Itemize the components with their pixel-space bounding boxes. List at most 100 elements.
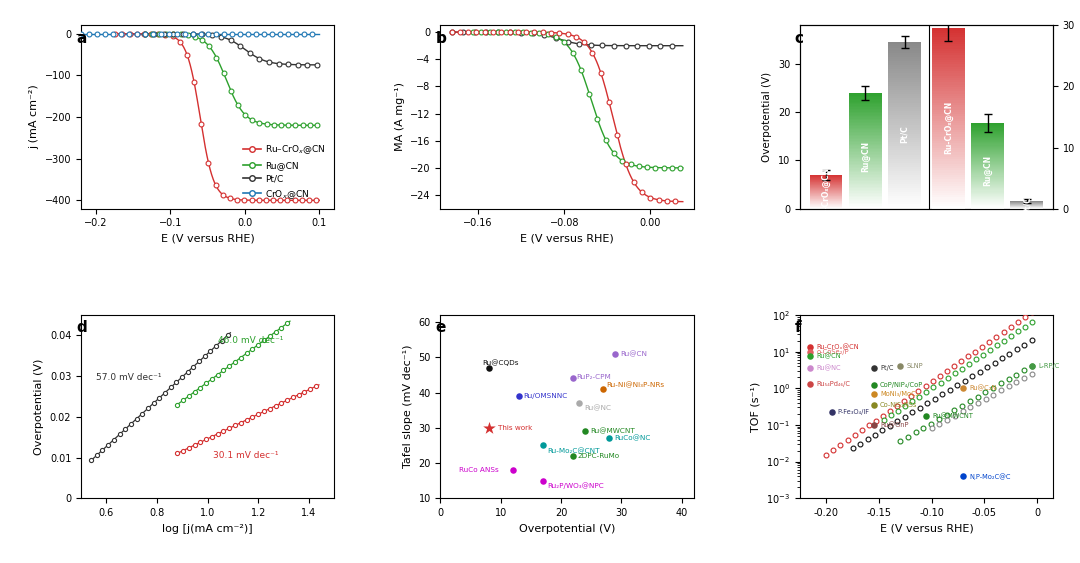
Bar [849, 109, 881, 110]
Bar [849, 124, 881, 126]
Bar [888, 123, 921, 126]
Bar [888, 132, 921, 134]
Bar [849, 145, 881, 146]
Bar [932, 57, 964, 60]
Bar [971, 141, 1004, 142]
Text: Ru@MWCNT: Ru@MWCNT [933, 412, 974, 419]
Bar [971, 164, 1004, 165]
Point [865, 400, 882, 409]
Text: e: e [435, 320, 446, 336]
Bar [849, 120, 881, 122]
Bar [888, 167, 921, 169]
Bar [971, 205, 1004, 207]
Bar [932, 198, 964, 200]
Text: L-RP/C: L-RP/C [1038, 363, 1059, 369]
Point [577, 427, 594, 436]
Bar [932, 141, 964, 144]
Bar [888, 173, 921, 175]
Bar [971, 140, 1004, 141]
Text: Ru₅₄Pd₄₆/C: Ru₅₄Pd₄₆/C [816, 381, 851, 387]
Bar [888, 140, 921, 142]
Bar [932, 46, 964, 48]
Bar [971, 187, 1004, 188]
Bar [888, 63, 921, 65]
Bar [888, 146, 921, 148]
Bar [888, 96, 921, 99]
Bar [888, 86, 921, 88]
Bar [849, 191, 881, 193]
Bar [971, 148, 1004, 149]
Bar [888, 180, 921, 182]
Bar [932, 175, 964, 177]
Point [510, 391, 527, 400]
Bar [971, 138, 1004, 139]
Bar [888, 188, 921, 190]
Text: This work: This work [498, 425, 532, 431]
Bar [888, 119, 921, 121]
Bar [971, 167, 1004, 168]
Bar [888, 186, 921, 188]
Bar [888, 148, 921, 150]
Point [918, 411, 935, 420]
Bar [932, 123, 964, 126]
Text: Ru@CN: Ru@CN [620, 351, 647, 357]
Bar [932, 177, 964, 180]
Bar [971, 172, 1004, 173]
Bar [888, 99, 921, 100]
Bar [888, 65, 921, 67]
Y-axis label: Overpotential (V): Overpotential (V) [35, 359, 44, 455]
Bar [932, 64, 964, 66]
Bar [971, 132, 1004, 133]
Bar [932, 82, 964, 84]
Point [801, 364, 819, 373]
Bar [849, 202, 881, 203]
Bar [932, 35, 964, 37]
Bar [971, 146, 1004, 148]
Bar [849, 184, 881, 185]
Bar [932, 128, 964, 130]
Bar [971, 160, 1004, 162]
Bar [849, 199, 881, 200]
Bar [888, 73, 921, 75]
Bar [849, 154, 881, 155]
Bar [849, 194, 881, 195]
Bar [932, 84, 964, 87]
Bar [849, 164, 881, 165]
Bar [971, 131, 1004, 132]
Bar [932, 39, 964, 42]
Bar [932, 51, 964, 53]
Bar [849, 111, 881, 113]
Bar [888, 67, 921, 69]
Bar [849, 171, 881, 172]
Text: RuP₂-CPM: RuP₂-CPM [576, 374, 611, 379]
Point [565, 452, 582, 461]
Bar [888, 127, 921, 129]
Bar [888, 46, 921, 48]
Bar [849, 190, 881, 191]
Bar [888, 184, 921, 186]
Bar [971, 139, 1004, 140]
Bar [932, 200, 964, 202]
Bar [932, 33, 964, 35]
Point [865, 381, 882, 390]
Bar [932, 96, 964, 98]
Text: 2DPC-RuMo: 2DPC-RuMo [578, 453, 620, 459]
Bar [932, 139, 964, 141]
Bar [971, 128, 1004, 129]
Bar [888, 105, 921, 107]
Bar [888, 42, 921, 44]
Y-axis label: j (mA cm⁻²): j (mA cm⁻²) [29, 84, 39, 149]
Point [535, 441, 552, 450]
Bar [932, 155, 964, 157]
Point [600, 434, 618, 443]
Point [801, 352, 819, 361]
Point [504, 466, 522, 475]
Bar [932, 89, 964, 91]
Text: RuCo@NC: RuCo@NC [615, 435, 650, 441]
Bar [971, 193, 1004, 194]
Bar [971, 145, 1004, 146]
Bar [932, 111, 964, 114]
Bar [888, 161, 921, 163]
Bar [888, 134, 921, 136]
Bar [888, 90, 921, 92]
